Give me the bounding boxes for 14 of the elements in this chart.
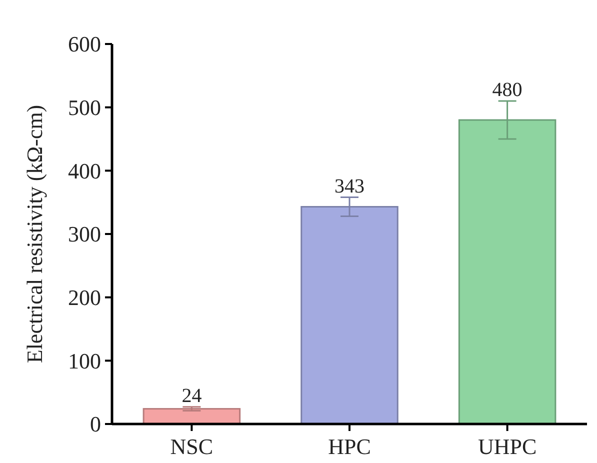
y-axis-title: Electrical resistivity (kΩ-cm): [22, 104, 47, 364]
data-label: 343: [334, 175, 364, 198]
y-tick-label: 200: [68, 285, 101, 310]
data-label: 480: [492, 79, 522, 101]
x-tick-label: NSC: [170, 434, 214, 459]
x-tick-label: UHPC: [478, 434, 537, 459]
y-tick-label: 500: [68, 95, 101, 120]
y-tick-label: 100: [68, 348, 101, 374]
y-tick-label: 400: [68, 158, 101, 184]
y-tick-label: 300: [68, 222, 101, 247]
y-tick-label: 600: [68, 32, 101, 57]
x-tick-label: HPC: [328, 434, 371, 459]
data-label: 24: [182, 384, 202, 407]
y-tick-label: 0: [90, 412, 101, 437]
